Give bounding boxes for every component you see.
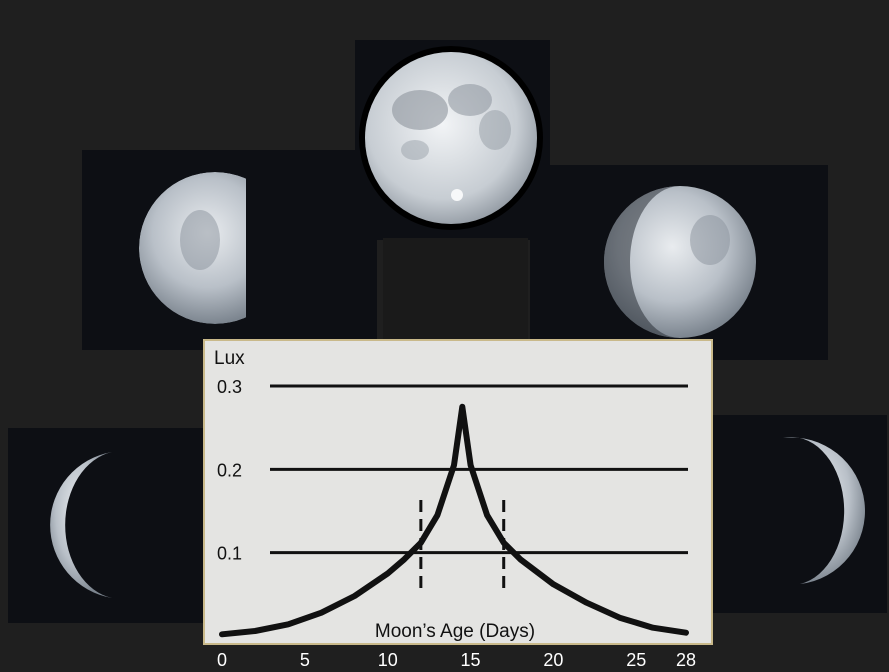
y-tick-label: 0.2 xyxy=(217,460,242,480)
x-tick-labels: 0 5 10 15 20 25 28 xyxy=(217,650,696,670)
waning-gibbous-photo xyxy=(604,186,756,338)
y-tick-label: 0.3 xyxy=(217,377,242,397)
x-tick-label: 5 xyxy=(300,650,310,670)
y-axis-title: Lux xyxy=(214,348,245,369)
x-tick-label: 28 xyxy=(676,650,696,670)
center-dark-panel xyxy=(383,238,528,348)
y-tick-labels: 0.1 0.2 0.3 xyxy=(217,377,242,564)
x-tick-label: 15 xyxy=(461,650,481,670)
gridlines xyxy=(270,384,688,555)
x-tick-label: 10 xyxy=(378,650,398,670)
full-moon-photo xyxy=(359,46,543,230)
x-tick-label: 20 xyxy=(543,650,563,670)
waning-crescent-photo xyxy=(783,437,865,584)
chart-background xyxy=(203,339,713,645)
lux-chart: Lux 0.1 0.2 0.3 Moon’s Age (Days) xyxy=(203,339,713,645)
x-axis-title: Moon’s Age (Days) xyxy=(375,621,535,642)
lux-curve xyxy=(219,403,689,638)
x-tick-label: 0 xyxy=(217,650,227,670)
y-tick-label: 0.1 xyxy=(217,544,242,564)
lower-left-panel xyxy=(8,428,203,623)
waxing-crescent-photo xyxy=(50,452,112,598)
waxing-gibbous-photo xyxy=(139,165,306,335)
x-tick-label: 25 xyxy=(626,650,646,670)
